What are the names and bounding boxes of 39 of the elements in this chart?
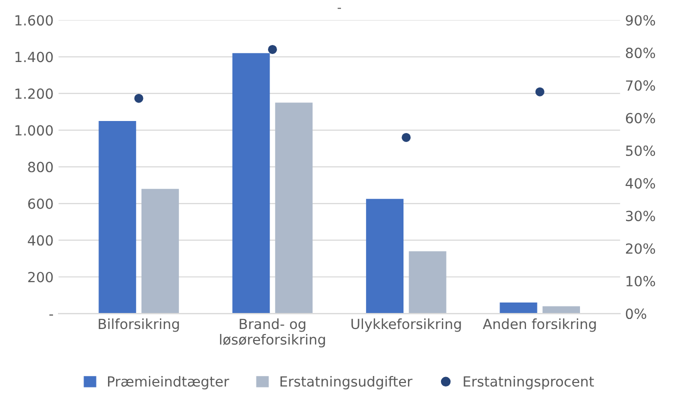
y-tick-label: 1.200 (15, 88, 53, 99)
bar (408, 251, 446, 314)
legend-label: Præmieindtægter (108, 376, 230, 390)
x-tick-label: Anden forsikring (482, 318, 596, 332)
y2-tick-label: 60% (626, 112, 656, 124)
bar (98, 120, 136, 314)
bar (366, 198, 404, 314)
bar (232, 53, 270, 314)
y2-tick-label: 0% (626, 308, 646, 320)
y-tick-label: - (49, 314, 54, 316)
point (268, 44, 277, 54)
y-tick-label: 400 (28, 235, 53, 246)
y-tick-label: 200 (28, 272, 53, 282)
y2-tick-label: 50% (626, 145, 656, 156)
point (134, 94, 144, 103)
point (535, 87, 544, 96)
legend-label: Erstatningsudgifter (280, 376, 412, 390)
x-tick-label: Bilforsikring (98, 318, 179, 332)
bar (141, 188, 179, 314)
y2-tick-label: 10% (626, 276, 656, 286)
x-tick-label: Ulykkeforsikring (351, 318, 461, 332)
y2-tick-label: 70% (626, 80, 656, 91)
point (402, 132, 411, 142)
x-tick-label: Brand- og løsøreforsikring (220, 318, 325, 348)
y-tick-label: 1.600 (15, 15, 53, 26)
y-tick-label: 600 (28, 198, 53, 209)
y2-tick-label: 80% (626, 48, 656, 58)
y-tick-label: 1.400 (15, 52, 53, 62)
legend-label: Erstatningsprocent (464, 376, 594, 390)
bar (275, 102, 313, 314)
y-tick-label: 1.000 (15, 125, 53, 136)
bar (500, 302, 538, 314)
y2-tick-label: 90% (626, 15, 656, 26)
chart-title: - (338, 8, 341, 9)
y2-tick-label: 30% (626, 210, 656, 222)
y2-tick-label: 20% (626, 243, 656, 254)
y-tick-label: 800 (28, 162, 53, 172)
bar (542, 306, 580, 314)
y2-tick-label: 40% (626, 178, 656, 189)
